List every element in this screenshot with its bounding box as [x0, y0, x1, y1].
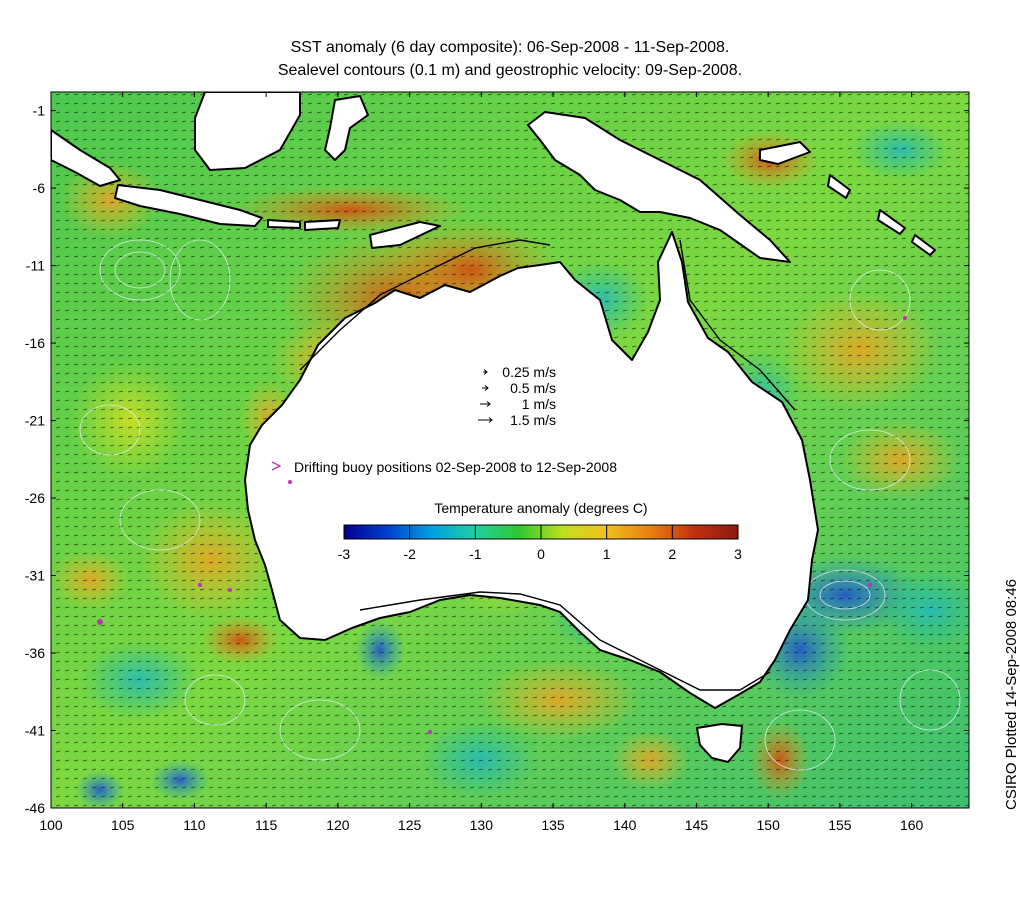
- velocity-legend: 0.25 m/s0.5 m/s1 m/s1.5 m/s: [478, 364, 556, 428]
- x-tick-label: 145: [685, 817, 709, 833]
- y-tick-label: -11: [26, 258, 45, 274]
- tasmania-landmass: [696, 723, 743, 763]
- y-tick-label: -26: [25, 490, 45, 506]
- y-tick-label: -46: [25, 800, 45, 816]
- sumatra-landmass: [51, 129, 121, 187]
- x-tick-label: 100: [39, 817, 63, 833]
- velocity-legend-label: 1 m/s: [522, 396, 556, 412]
- x-tick-label: 155: [828, 817, 852, 833]
- velocity-arrowhead-icon: [483, 369, 488, 375]
- y-tick-label: -6: [33, 180, 46, 196]
- x-tick-label: 130: [470, 817, 494, 833]
- colorbar-tick-label: 3: [734, 546, 742, 562]
- x-tick-label: 105: [111, 817, 135, 833]
- colorbar-ticks: -3 -2 -1 0 1 2 3: [338, 525, 742, 562]
- velocity-arrowhead-icon: [486, 401, 491, 407]
- java-landmass: [114, 184, 263, 227]
- y-tick-label: -41: [25, 723, 45, 739]
- buoy-legend-label: Drifting buoy positions 02-Sep-2008 to 1…: [294, 459, 617, 475]
- australia-landmass: [244, 231, 819, 709]
- colorbar-tick-label: 2: [668, 546, 676, 562]
- y-tick-label: -21: [25, 413, 45, 429]
- borneo-landmass: [194, 92, 301, 171]
- land-masses: [51, 92, 936, 763]
- sulawesi-landmass: [324, 95, 369, 161]
- sst-field: [51, 92, 969, 808]
- colorbar-tick-label: -3: [338, 546, 351, 562]
- x-tick-label: 125: [398, 817, 422, 833]
- x-tick-label: 120: [326, 817, 350, 833]
- colorbar-tick-label: 0: [537, 546, 545, 562]
- map-frame: [50, 91, 970, 809]
- colorbar: Temperature anomaly (degrees C) -3 -2 -1 0 1…: [338, 500, 742, 562]
- x-axis: 100 105 110 115 120 125 130 135 140 145 150 155 160: [39, 92, 924, 833]
- chart-title-line2: Sealevel contours (0.1 m) and geostrophi…: [277, 62, 743, 79]
- x-tick-label: 150: [757, 817, 781, 833]
- colorbar-tick-label: -2: [403, 546, 416, 562]
- buoy-legend: Drifting buoy positions 02-Sep-2008 to 1…: [271, 459, 617, 475]
- y-tick-label: -31: [25, 568, 45, 584]
- x-tick-label: 140: [613, 817, 637, 833]
- x-tick-label: 110: [183, 817, 206, 833]
- x-tick-label: 135: [541, 817, 565, 833]
- shelf-contour: [299, 239, 796, 691]
- y-tick-label: -36: [25, 645, 45, 661]
- x-tick-label: 115: [255, 817, 278, 833]
- y-axis: -1-6-11-16-21-26-31-36-41-46: [25, 103, 969, 816]
- buoy-legend-marker-icon: [271, 461, 282, 471]
- drifting-buoys: [97, 316, 907, 734]
- colorbar-title: Temperature anomaly (degrees C): [434, 500, 647, 516]
- credit-label: CSIRO Plotted 14-Sep-2008 08:46: [1003, 579, 1020, 810]
- colorbar-tick-label: 1: [603, 546, 611, 562]
- velocity-arrowhead-icon: [488, 417, 493, 423]
- x-tick-label: 160: [900, 817, 924, 833]
- colorbar-tick-label: -1: [469, 546, 482, 562]
- velocity-legend-label: 1.5 m/s: [510, 412, 556, 428]
- new-guinea-landmass: [527, 111, 791, 263]
- y-tick-label: -16: [25, 335, 45, 351]
- velocity-legend-label: 0.25 m/s: [502, 364, 556, 380]
- chart-title-line1: SST anomaly (6 day composite): 06-Sep-20…: [290, 39, 730, 56]
- velocity-legend-label: 0.5 m/s: [510, 380, 556, 396]
- y-tick-label: -1: [33, 103, 46, 119]
- velocity-arrowhead-icon: [484, 385, 489, 391]
